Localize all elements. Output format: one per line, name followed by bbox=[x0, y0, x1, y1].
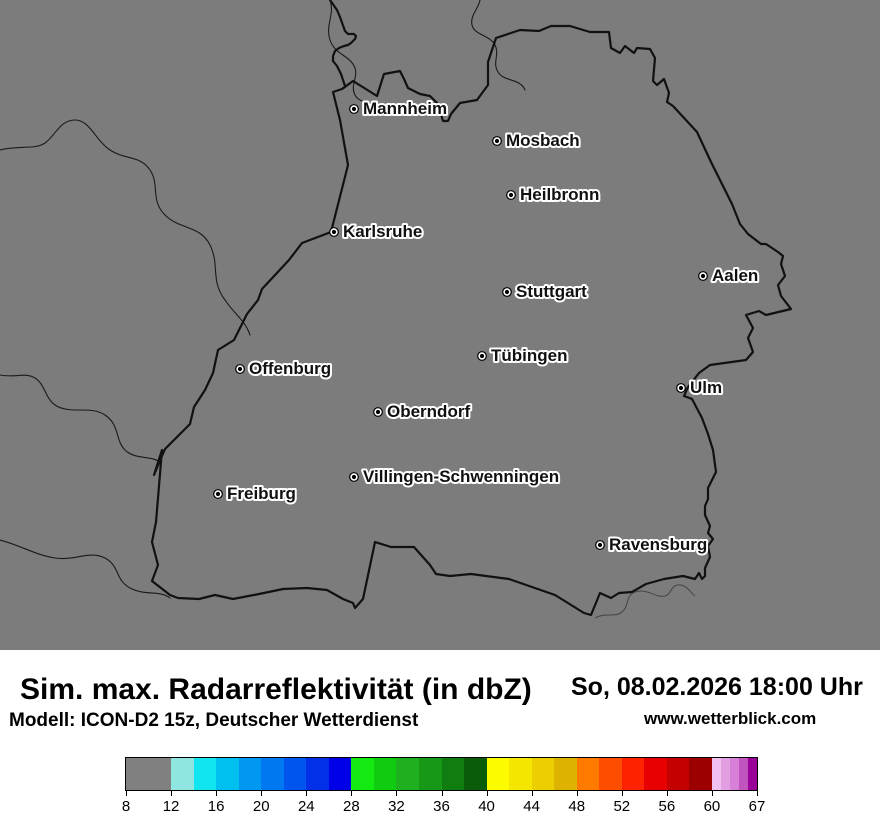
svg-text:Mosbach: Mosbach bbox=[506, 131, 580, 150]
svg-text:Villingen-Schwenningen: Villingen-Schwenningen bbox=[363, 467, 559, 486]
svg-text:Ravensburg: Ravensburg bbox=[609, 535, 707, 554]
svg-text:Freiburg: Freiburg bbox=[227, 484, 296, 503]
svg-text:Heilbronn: Heilbronn bbox=[520, 185, 599, 204]
svg-text:Stuttgart: Stuttgart bbox=[516, 282, 587, 301]
svg-text:Tübingen: Tübingen bbox=[491, 346, 567, 365]
svg-text:Aalen: Aalen bbox=[712, 266, 758, 285]
svg-text:Ulm: Ulm bbox=[690, 378, 722, 397]
svg-text:Oberndorf: Oberndorf bbox=[387, 402, 470, 421]
svg-text:Offenburg: Offenburg bbox=[249, 359, 331, 378]
svg-text:Karlsruhe: Karlsruhe bbox=[343, 222, 422, 241]
svg-text:Mannheim: Mannheim bbox=[363, 99, 447, 118]
